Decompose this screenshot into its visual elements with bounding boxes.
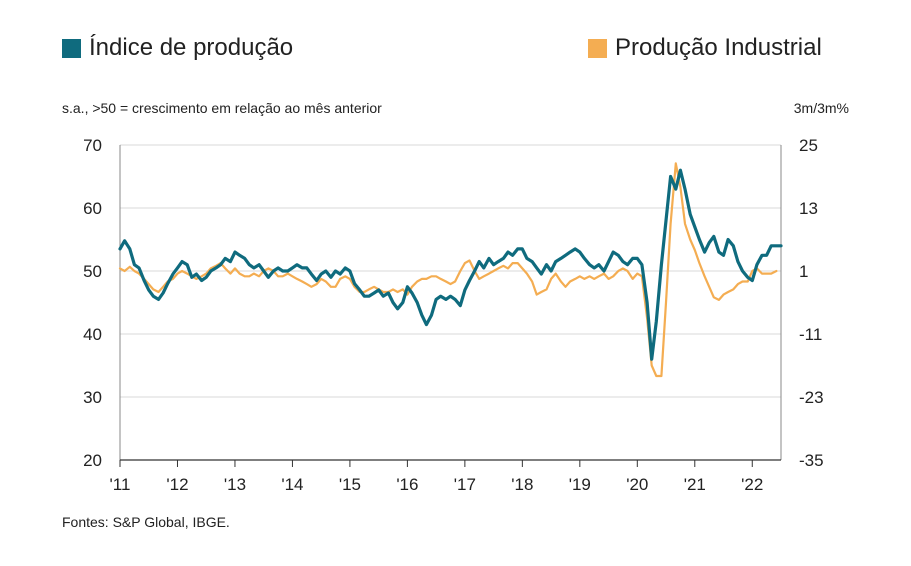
y-right-tick-label: -23	[799, 388, 824, 407]
y-right-tick-label: -11	[799, 325, 822, 344]
x-tick-label: '18	[511, 475, 533, 494]
y-left-tick-label: 20	[83, 451, 102, 470]
x-tick-label: '20	[626, 475, 648, 494]
x-tick-label: '14	[281, 475, 303, 494]
x-tick-label: '17	[454, 475, 476, 494]
y-left-tick-label: 60	[83, 199, 102, 218]
y-right-tick-label: 25	[799, 136, 818, 155]
series-line-indice-producao	[118, 168, 783, 361]
x-tick-label: '19	[569, 475, 591, 494]
legend-label-producao-industrial: Produção Industrial	[615, 34, 822, 61]
left-axis-note: s.a., >50 = crescimento em relação ao mê…	[62, 100, 382, 116]
source-note: Fontes: S&P Global, IBGE.	[62, 514, 230, 530]
y-left-tick-label: 50	[83, 262, 102, 281]
y-left-tick-label: 70	[83, 136, 102, 155]
legend-swatch-producao-industrial	[588, 38, 607, 58]
y-right-tick-label: 13	[799, 199, 818, 218]
x-tick-label: '15	[339, 475, 361, 494]
legend-item-producao-industrial: Produção Industrial	[588, 34, 822, 62]
y-left-tick-label: 40	[83, 325, 102, 344]
y-right-tick-label: 1	[799, 262, 808, 281]
x-tick-label: '11	[110, 475, 131, 494]
x-tick-label: '12	[166, 475, 188, 494]
x-tick-label: '13	[224, 475, 246, 494]
x-tick-label: '22	[741, 475, 763, 494]
right-axis-note: 3m/3m%	[793, 100, 849, 116]
y-right-tick-label: -35	[799, 451, 824, 470]
legend-item-indice-producao: Índice de produção	[62, 34, 293, 62]
x-tick-label: '16	[396, 475, 418, 494]
legend-label-indice-producao: Índice de produção	[89, 34, 294, 61]
series-line-producao-industrial	[118, 162, 778, 378]
y-left-tick-label: 30	[83, 388, 102, 407]
x-tick-label: '21	[684, 475, 706, 494]
legend-swatch-indice-producao	[62, 38, 81, 58]
